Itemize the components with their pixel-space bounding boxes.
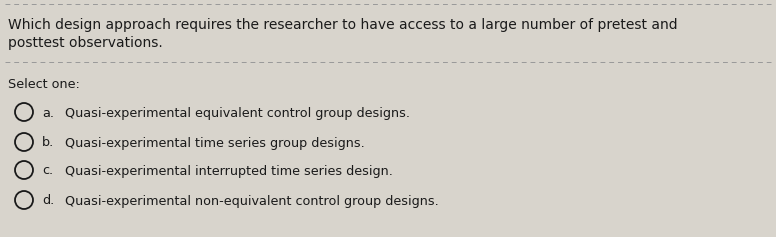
Text: Which design approach requires the researcher to have access to a large number o: Which design approach requires the resea…	[8, 18, 677, 32]
Text: Quasi-experimental time series group designs.: Quasi-experimental time series group des…	[65, 137, 365, 150]
Text: Quasi-experimental equivalent control group designs.: Quasi-experimental equivalent control gr…	[65, 106, 410, 119]
Text: d.: d.	[42, 195, 54, 208]
Text: Quasi-experimental interrupted time series design.: Quasi-experimental interrupted time seri…	[65, 164, 393, 178]
Text: posttest observations.: posttest observations.	[8, 36, 163, 50]
Text: c.: c.	[42, 164, 53, 178]
Text: b.: b.	[42, 137, 54, 150]
Text: a.: a.	[42, 106, 54, 119]
Text: Select one:: Select one:	[8, 78, 80, 91]
Text: Quasi-experimental non-equivalent control group designs.: Quasi-experimental non-equivalent contro…	[65, 195, 438, 208]
